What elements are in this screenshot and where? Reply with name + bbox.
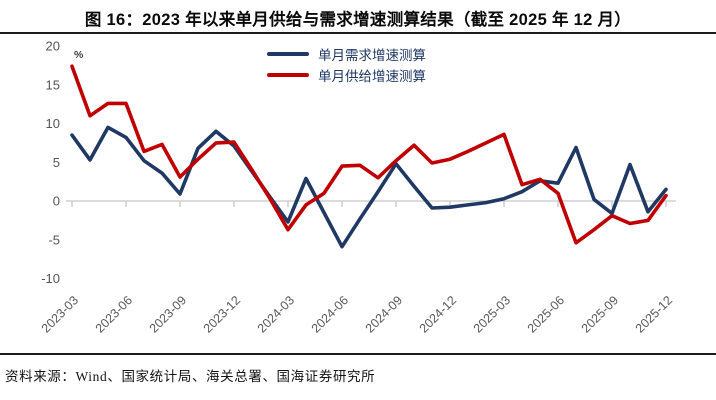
demand-legend-label: 单月需求增速测算 bbox=[318, 48, 426, 63]
y-axis-label: 15 bbox=[46, 77, 60, 92]
x-axis-label: 2024-09 bbox=[363, 293, 405, 335]
figure-title: 图 16：2023 年以来单月供给与需求增速测算结果（截至 2025 年 12 … bbox=[84, 11, 632, 29]
x-axis-label: 2024-06 bbox=[309, 293, 351, 335]
y-axis-label: -10 bbox=[41, 271, 60, 286]
x-axis-label: 2025-06 bbox=[525, 293, 567, 335]
y-axis-label: 5 bbox=[53, 155, 60, 170]
legend-item-supply: 单月供给增速测算 bbox=[267, 66, 426, 84]
x-axis-label: 2023-06 bbox=[93, 293, 135, 335]
demand-line bbox=[70, 125, 668, 249]
legend-item-demand: 单月需求增速测算 bbox=[267, 45, 426, 63]
title-divider bbox=[0, 32, 716, 34]
x-axis-label: 2023-03 bbox=[39, 293, 81, 335]
y-axis-label: 0 bbox=[53, 194, 60, 209]
footer-divider bbox=[0, 353, 716, 355]
x-axis-label: 2024-12 bbox=[417, 293, 459, 335]
y-axis-label: -5 bbox=[48, 232, 60, 247]
y-axis-label: 20 bbox=[46, 39, 60, 54]
unit-label: % bbox=[74, 49, 84, 61]
x-axis-label: 2025-12 bbox=[633, 293, 675, 335]
demand-line-swatch bbox=[267, 52, 309, 56]
x-axis-label: 2024-03 bbox=[255, 293, 297, 335]
x-axis-label: 2023-09 bbox=[147, 293, 189, 335]
y-axis-label: 10 bbox=[46, 116, 60, 131]
supply-legend-label: 单月供给增速测算 bbox=[318, 69, 426, 84]
data-source-note: 资料来源：Wind、国家统计局、海关总署、国海证券研究所 bbox=[5, 369, 376, 384]
chart-legend: 单月需求增速测算 单月供给增速测算 bbox=[267, 45, 426, 84]
x-axis-label: 2023-12 bbox=[201, 293, 243, 335]
x-axis-label: 2025-03 bbox=[471, 293, 513, 335]
supply-line-swatch bbox=[267, 73, 309, 77]
supply-line bbox=[70, 64, 668, 245]
x-axis-label: 2025-09 bbox=[579, 293, 621, 335]
